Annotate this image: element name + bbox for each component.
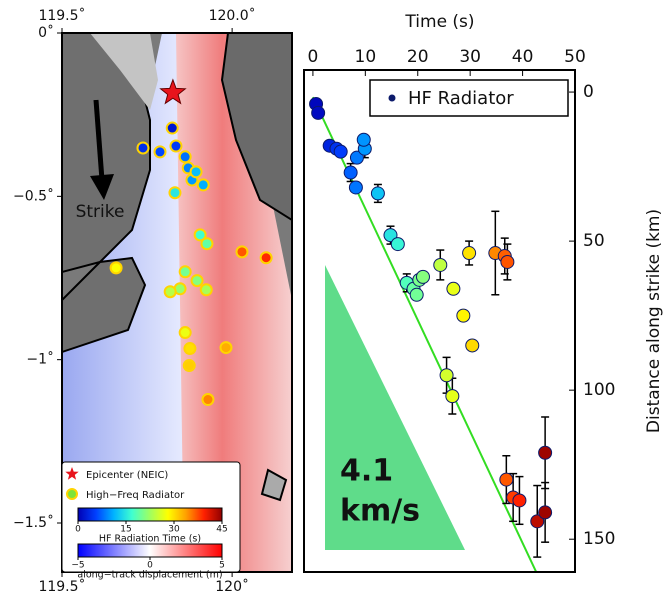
x-tick-label: 40 <box>512 47 534 67</box>
radiator-point <box>539 506 552 519</box>
legend-label: HF Radiator <box>408 88 514 109</box>
x-tick-label: 20 <box>407 47 429 67</box>
radiator-point <box>447 282 460 295</box>
colorbar <box>78 544 222 557</box>
radiator-point <box>261 252 272 263</box>
x-tick-label: 120˚ <box>215 578 249 595</box>
radiator-point <box>202 394 213 405</box>
y-tick-label: 0˚ <box>38 24 54 41</box>
x-tick-label: 120.0˚ <box>209 7 256 24</box>
radiator-point <box>466 339 479 352</box>
radiator-point <box>170 141 181 152</box>
x-tick-label: 10 <box>355 47 377 67</box>
radiator-point <box>334 145 347 158</box>
radiator-point <box>184 360 195 371</box>
speed-annotation: 4.1 <box>340 454 393 489</box>
radiator-point <box>167 123 178 134</box>
radiator-point <box>501 255 514 268</box>
radiator-point <box>111 262 122 273</box>
colorbar-label: along−track displacement (m) <box>77 570 222 581</box>
radiator-point <box>165 286 176 297</box>
radiator-point <box>154 146 165 157</box>
radiator-point <box>434 258 447 271</box>
radiator-point <box>539 446 552 459</box>
colorbar-label: HF Radiation Time (s) <box>99 534 201 545</box>
speed-annotation: km/s <box>340 494 420 529</box>
figure: Strike Epicenter (NEIC) High−Freq Radiato… <box>0 0 665 596</box>
y-tick-label: 150 <box>583 529 615 549</box>
y-tick-label: 50 <box>583 231 605 251</box>
x-tick-label: 119.5˚ <box>38 7 85 24</box>
radiator-point <box>198 179 209 190</box>
radiator-point <box>192 275 203 286</box>
y-tick-label: 0 <box>583 82 594 102</box>
radiator-point <box>513 494 526 507</box>
x-tick-label: 50 <box>564 47 586 67</box>
y-tick-label: 100 <box>583 380 615 400</box>
radiator-point <box>463 247 476 260</box>
radiator-point <box>371 187 384 200</box>
radiator-point <box>410 288 423 301</box>
x-tick-label: 30 <box>459 47 481 67</box>
radiator-point <box>344 166 357 179</box>
legend-dot <box>67 489 77 499</box>
legend-label: Epicenter (NEIC) <box>86 470 168 481</box>
radiator-point <box>169 187 180 198</box>
x-axis-label: Time (s) <box>404 12 474 32</box>
radiator-point <box>416 270 429 283</box>
colorbar-tick-label: 0 <box>75 525 81 535</box>
radiator-point <box>457 309 470 322</box>
legend-label: High−Freq Radiator <box>86 490 185 501</box>
strike-label: Strike <box>76 202 125 222</box>
radiator-point <box>180 266 191 277</box>
radiator-point <box>446 390 459 403</box>
x-tick-label: 119.5˚ <box>38 578 85 595</box>
radiator-point <box>180 327 191 338</box>
radiator-point <box>184 343 195 354</box>
radiator-point <box>201 238 212 249</box>
radiator-point <box>349 181 362 194</box>
colorbar-tick-label: 45 <box>216 525 227 535</box>
radiator-point <box>191 166 202 177</box>
radiator-point <box>180 151 191 162</box>
radiator-point <box>500 473 513 486</box>
radiator-point <box>391 238 404 251</box>
legend-dot <box>389 95 396 102</box>
y-axis-label: Distance along strike (km) <box>644 209 664 433</box>
radiator-point <box>236 246 247 257</box>
radiator-point <box>220 342 231 353</box>
y-tick-label: −1.5˚ <box>13 514 54 531</box>
colorbar <box>78 508 222 521</box>
x-tick-label: 0 <box>307 47 318 67</box>
y-tick-label: −1˚ <box>26 351 54 368</box>
y-tick-label: −0.5˚ <box>13 187 54 204</box>
radiator-point <box>201 284 212 295</box>
radiator-point <box>440 369 453 382</box>
radiator-point <box>312 106 325 119</box>
radiator-point <box>137 142 148 153</box>
radiator-point <box>357 133 370 146</box>
